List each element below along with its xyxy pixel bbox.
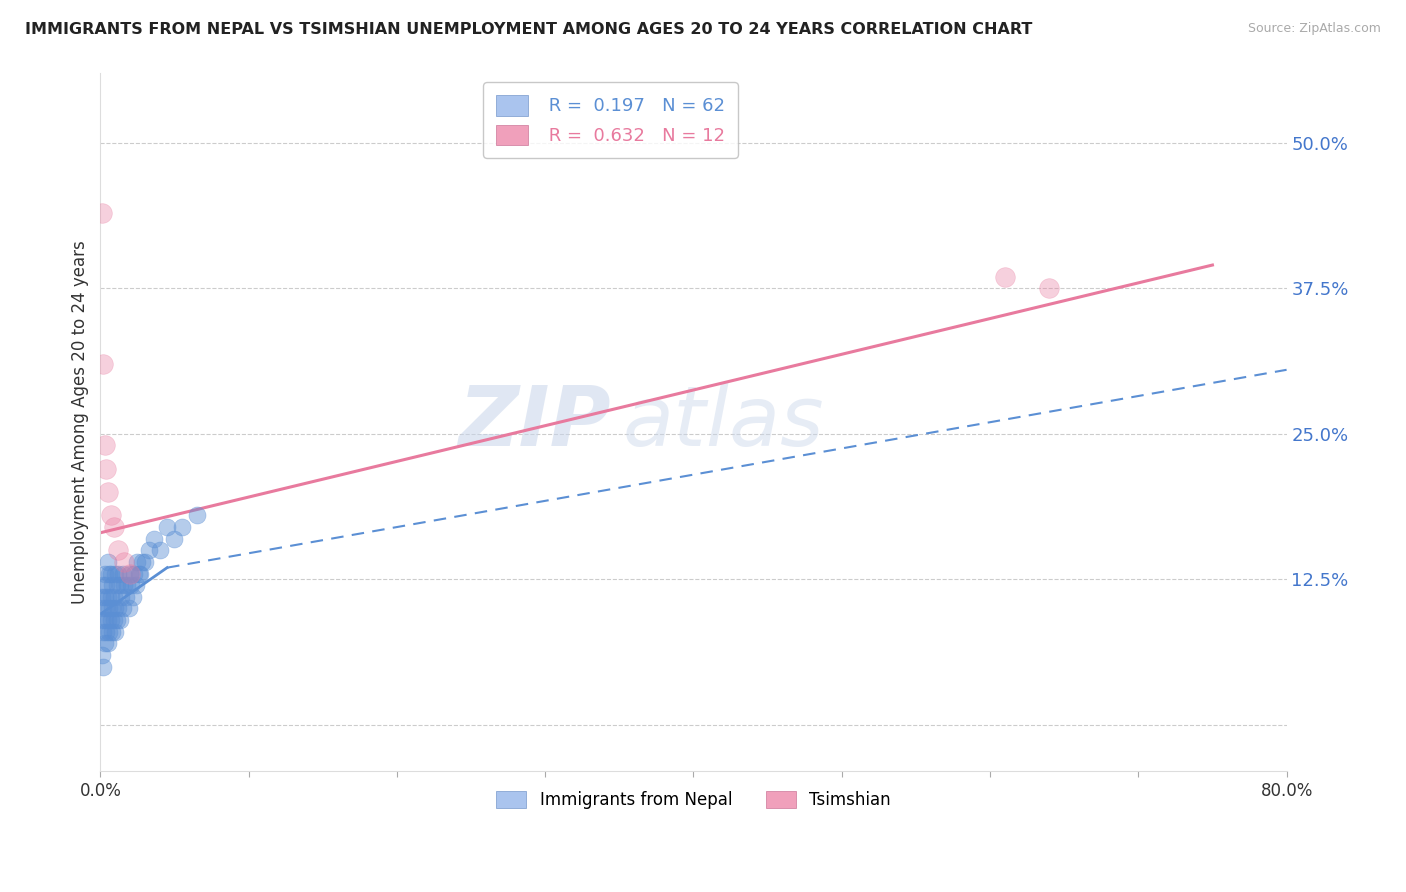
Point	[103, 613, 125, 627]
Point	[98, 624, 121, 639]
Point	[94, 438, 117, 452]
Point	[94, 636, 117, 650]
Point	[96, 578, 118, 592]
Point	[138, 543, 160, 558]
Point	[170, 520, 193, 534]
Point	[101, 578, 124, 592]
Point	[91, 601, 114, 615]
Point	[115, 578, 138, 592]
Point	[94, 613, 117, 627]
Point	[114, 590, 136, 604]
Point	[149, 543, 172, 558]
Point	[97, 636, 120, 650]
Point	[100, 613, 122, 627]
Point	[98, 566, 121, 581]
Point	[107, 543, 129, 558]
Point	[112, 555, 135, 569]
Legend: Immigrants from Nepal, Tsimshian: Immigrants from Nepal, Tsimshian	[489, 784, 897, 815]
Text: ZIP: ZIP	[458, 382, 610, 463]
Text: Source: ZipAtlas.com: Source: ZipAtlas.com	[1247, 22, 1381, 36]
Point	[131, 555, 153, 569]
Point	[103, 590, 125, 604]
Point	[110, 590, 132, 604]
Point	[101, 601, 124, 615]
Point	[121, 578, 143, 592]
Point	[129, 566, 152, 581]
Point	[134, 555, 156, 569]
Point	[104, 624, 127, 639]
Point	[994, 269, 1017, 284]
Point	[97, 613, 120, 627]
Point	[103, 520, 125, 534]
Point	[108, 613, 131, 627]
Point	[124, 566, 146, 581]
Point	[90, 648, 112, 662]
Point	[105, 613, 128, 627]
Point	[112, 578, 135, 592]
Point	[125, 578, 148, 592]
Y-axis label: Unemployment Among Ages 20 to 24 years: Unemployment Among Ages 20 to 24 years	[72, 240, 89, 604]
Point	[91, 624, 114, 639]
Point	[117, 601, 139, 615]
Point	[107, 566, 129, 581]
Point	[156, 520, 179, 534]
Point	[1038, 281, 1060, 295]
Point	[96, 624, 118, 639]
Text: IMMIGRANTS FROM NEPAL VS TSIMSHIAN UNEMPLOYMENT AMONG AGES 20 TO 24 YEARS CORREL: IMMIGRANTS FROM NEPAL VS TSIMSHIAN UNEMP…	[25, 22, 1032, 37]
Point	[97, 485, 120, 500]
Point	[94, 590, 117, 604]
Point	[108, 578, 131, 592]
Point	[104, 601, 127, 615]
Point	[142, 532, 165, 546]
Point	[94, 566, 117, 581]
Point	[101, 624, 124, 639]
Point	[107, 601, 129, 615]
Point	[111, 601, 134, 615]
Point	[122, 590, 145, 604]
Point	[90, 590, 112, 604]
Text: atlas: atlas	[623, 382, 824, 463]
Point	[186, 508, 208, 523]
Point	[104, 566, 127, 581]
Point	[127, 555, 149, 569]
Point	[128, 566, 150, 581]
Point	[90, 205, 112, 219]
Point	[98, 601, 121, 615]
Point	[111, 566, 134, 581]
Point	[91, 578, 114, 592]
Point	[97, 590, 120, 604]
Point	[90, 613, 112, 627]
Point	[96, 601, 118, 615]
Point	[100, 566, 122, 581]
Point	[100, 590, 122, 604]
Point	[100, 508, 122, 523]
Point	[163, 532, 186, 546]
Point	[91, 357, 114, 371]
Point	[118, 566, 141, 581]
Point	[118, 566, 141, 581]
Point	[96, 461, 118, 475]
Point	[91, 659, 114, 673]
Point	[105, 578, 128, 592]
Point	[97, 555, 120, 569]
